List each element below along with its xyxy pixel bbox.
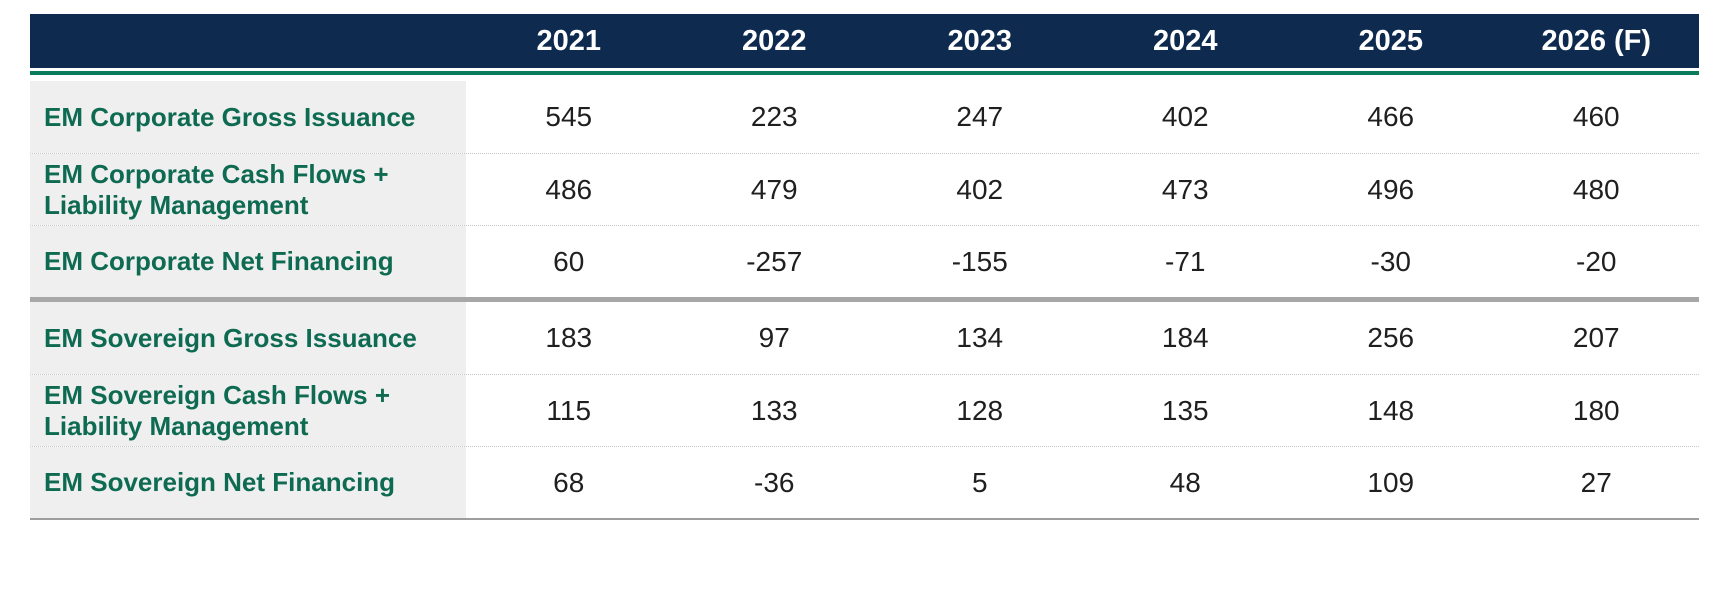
data-cell: -30 [1370,245,1411,277]
data-cell: 148 [1367,394,1415,426]
data-cell: 180 [1572,394,1620,426]
data-cell: 48 [1169,466,1201,498]
table-row-corporate-gross-issuance: EM Corporate Gross Issuance 545 223 247 … [30,81,1699,153]
data-cell: 473 [1161,173,1209,205]
data-cell: 115 [546,394,592,426]
table-header-row: 2021 2022 2023 2024 2025 2026 (F) [30,14,1699,68]
data-cell: 184 [1161,322,1209,353]
data-cell: 183 [545,322,593,353]
column-header-2025: 2025 [1358,24,1423,57]
data-cell: -71 [1165,245,1206,277]
data-cell: 402 [1161,101,1209,132]
data-cell: 60 [553,245,585,277]
data-cell: 256 [1367,322,1415,353]
section-divider [30,297,1699,302]
table-row-sovereign-cash-flows: EM Sovereign Cash Flows + Liability Mana… [30,374,1699,446]
data-cell: 68 [553,466,585,498]
row-label: EM Corporate Cash Flows + Liability Mana… [30,154,466,225]
header-accent-line [30,71,1699,75]
data-cell: 27 [1580,466,1612,498]
data-cell: 496 [1367,173,1415,205]
row-label: EM Sovereign Cash Flows + Liability Mana… [30,375,466,446]
data-cell: 479 [750,173,798,205]
data-cell: -257 [746,245,803,277]
table-row-corporate-cash-flows: EM Corporate Cash Flows + Liability Mana… [30,153,1699,225]
data-cell: 480 [1572,173,1620,205]
column-header-2021: 2021 [536,24,601,57]
data-cell: 207 [1572,322,1620,353]
corner-cell [30,14,466,68]
data-cell: 97 [758,322,790,353]
data-cell: 223 [750,101,798,132]
data-cell: 466 [1367,101,1415,132]
data-cell: 247 [956,101,1004,132]
row-label: EM Corporate Net Financing [30,226,466,297]
column-header-2026f: 2026 (F) [1541,24,1652,57]
em-financing-table: 2021 2022 2023 2024 2025 2026 (F) EM Cor… [30,14,1699,520]
data-cell: 402 [956,173,1004,205]
column-header-2024: 2024 [1152,24,1218,57]
data-cell: 133 [750,394,798,426]
row-label: EM Sovereign Gross Issuance [30,302,466,374]
data-cell: 128 [956,394,1004,426]
row-label: EM Sovereign Net Financing [30,447,466,518]
table-row-sovereign-net-financing: EM Sovereign Net Financing 68 -36 5 48 1… [30,446,1699,518]
data-cell: 460 [1572,101,1620,132]
data-cell: 5 [971,466,988,498]
data-cell: 545 [545,101,593,132]
data-cell: 135 [1161,394,1209,426]
row-label: EM Corporate Gross Issuance [30,81,466,153]
data-cell: 134 [956,322,1004,353]
data-cell: -155 [951,245,1008,277]
column-header-2023: 2023 [947,24,1012,57]
table-bottom-line [30,518,1699,520]
data-cell: 486 [545,173,593,205]
data-cell: -36 [754,466,795,498]
column-header-2022: 2022 [741,24,807,57]
data-cell: -20 [1576,245,1617,277]
table-row-sovereign-gross-issuance: EM Sovereign Gross Issuance 183 97 134 1… [30,302,1699,374]
data-cell: 109 [1367,466,1415,498]
table-row-corporate-net-financing: EM Corporate Net Financing 60 -257 -155 … [30,225,1699,297]
